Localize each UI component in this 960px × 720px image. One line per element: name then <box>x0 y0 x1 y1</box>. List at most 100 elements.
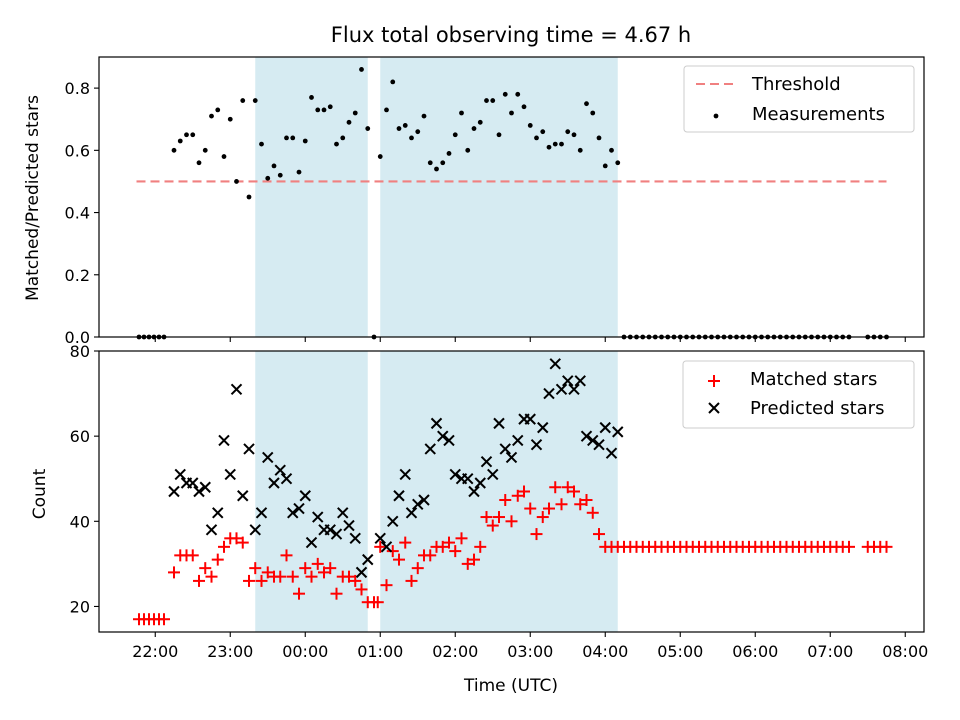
predicted-star-point <box>443 434 455 447</box>
predicted-star-point <box>280 473 293 485</box>
predicted-star-point <box>330 528 343 540</box>
matched-star-point <box>311 557 324 570</box>
measurement-point <box>215 107 221 113</box>
predicted-star-point <box>549 358 561 370</box>
counts-x-tick-label: 23:00 <box>207 642 253 661</box>
matched-star-point <box>355 583 368 596</box>
predicted-star-point <box>424 443 436 455</box>
observing-interval-2 <box>380 57 618 337</box>
predicted-star-point <box>480 455 493 468</box>
measurement-point <box>552 141 558 147</box>
measurement-point <box>221 154 227 159</box>
predicted-star-point <box>224 468 236 481</box>
measurement-point <box>490 98 496 103</box>
measurement-point <box>171 147 177 153</box>
ratio-y-tick-label: 0.8 <box>65 79 90 98</box>
measurement-point <box>259 141 264 147</box>
predicted-star-point <box>212 507 224 519</box>
matched-legend-label: Matched stars <box>750 369 877 390</box>
measurement-point <box>477 119 483 125</box>
matched-star-point <box>568 485 580 498</box>
matched-star-point <box>586 506 599 519</box>
predicted-star-point <box>537 421 549 434</box>
ratio-y-ticks: 0.0 0.2 0.4 0.6 0.8 <box>65 79 99 347</box>
observing-interval-2 <box>380 351 618 632</box>
predicted-legend-marker <box>708 402 720 414</box>
matched-star-point <box>274 570 287 583</box>
matched-star-point <box>436 540 449 553</box>
counts-x-tick-label: 00:00 <box>282 642 328 661</box>
counts-x-tick-label: 03:00 <box>507 642 553 661</box>
measurement-point <box>396 126 402 131</box>
measurement-point <box>209 113 214 119</box>
measurement-point <box>346 119 352 125</box>
measurement-point <box>509 110 514 116</box>
counts-y-axis-label: Count <box>30 468 50 519</box>
matched-star-point <box>543 502 555 515</box>
matched-star-point <box>536 511 549 524</box>
x-axis-label: Time (UTC) <box>463 676 558 696</box>
predicted-star-point <box>305 536 318 549</box>
measurement-point <box>365 126 371 131</box>
matched-star-point <box>380 579 393 592</box>
measurement-point <box>265 175 271 181</box>
matched-star-point <box>261 566 274 579</box>
matched-star-point <box>524 502 537 515</box>
observing-intervals <box>255 57 618 337</box>
matched-star-point <box>211 553 224 566</box>
matched-star-point <box>561 481 574 494</box>
predicted-star-point <box>493 417 505 430</box>
measurement-point <box>434 166 439 172</box>
predicted-star-point <box>468 485 480 498</box>
counts-legend-box <box>682 360 915 429</box>
predicted-star-point <box>499 443 511 455</box>
matched-star-point <box>880 540 893 553</box>
counts-axes-frame <box>98 350 925 633</box>
predicted-legend-label: Predicted stars <box>750 398 884 419</box>
ratio-y-axis-label: Matched/Predicted stars <box>23 95 43 301</box>
predicted-star-point <box>380 541 393 553</box>
predicted-star-point <box>193 485 205 498</box>
predicted-star-point <box>268 477 280 489</box>
matched-star-point <box>511 489 524 502</box>
predicted-star-point <box>387 515 399 528</box>
measurement-point <box>446 151 452 156</box>
predicted-star-point <box>293 502 305 515</box>
measurement-point <box>284 135 289 141</box>
predicted-star-point <box>374 532 386 545</box>
matched-star-point <box>158 613 170 626</box>
measurement-point <box>390 79 396 85</box>
measurement-point <box>352 110 358 116</box>
matched-star-point <box>293 587 305 600</box>
matched-star-point <box>299 562 312 575</box>
matched-star-point <box>330 587 343 600</box>
predicted-star-point <box>349 532 361 545</box>
measurement-point <box>290 135 296 141</box>
figure-title: Flux total observing time = 4.67 h <box>331 23 691 47</box>
matched-star-point <box>199 562 212 575</box>
matched-star-point <box>505 515 518 528</box>
predicted-star-point <box>574 375 586 387</box>
measurement-point <box>452 132 458 138</box>
measurement-point <box>521 104 527 110</box>
ratio-panel: 0.00.20.40.60.8 Matched/Predicted stars … <box>23 56 925 347</box>
measurement-point <box>565 129 571 135</box>
predicted-star-point <box>587 434 599 447</box>
counts-panel: 20 40 60 80 22:00 23:00 00:00 01:00 02:00 03:00 0… <box>30 342 928 696</box>
counts-legend: Matched stars Predicted stars <box>682 360 915 429</box>
measurement-point <box>496 132 502 138</box>
ratio-legend-box <box>683 65 915 133</box>
ratio-y-tick-label: 0.4 <box>65 204 90 223</box>
matched-star-point <box>243 574 255 587</box>
predicted-star-point <box>399 468 411 481</box>
predicted-star-point <box>505 451 518 464</box>
counts-x-tick-label: 02:00 <box>432 642 478 661</box>
matched-star-point <box>386 545 399 558</box>
predicted-star-point <box>343 519 355 532</box>
matched-star-point <box>349 574 362 587</box>
matched-star-point <box>255 574 268 587</box>
predicted-star-point <box>355 566 368 579</box>
measurement-point <box>277 172 283 178</box>
measurement-point <box>246 194 252 200</box>
